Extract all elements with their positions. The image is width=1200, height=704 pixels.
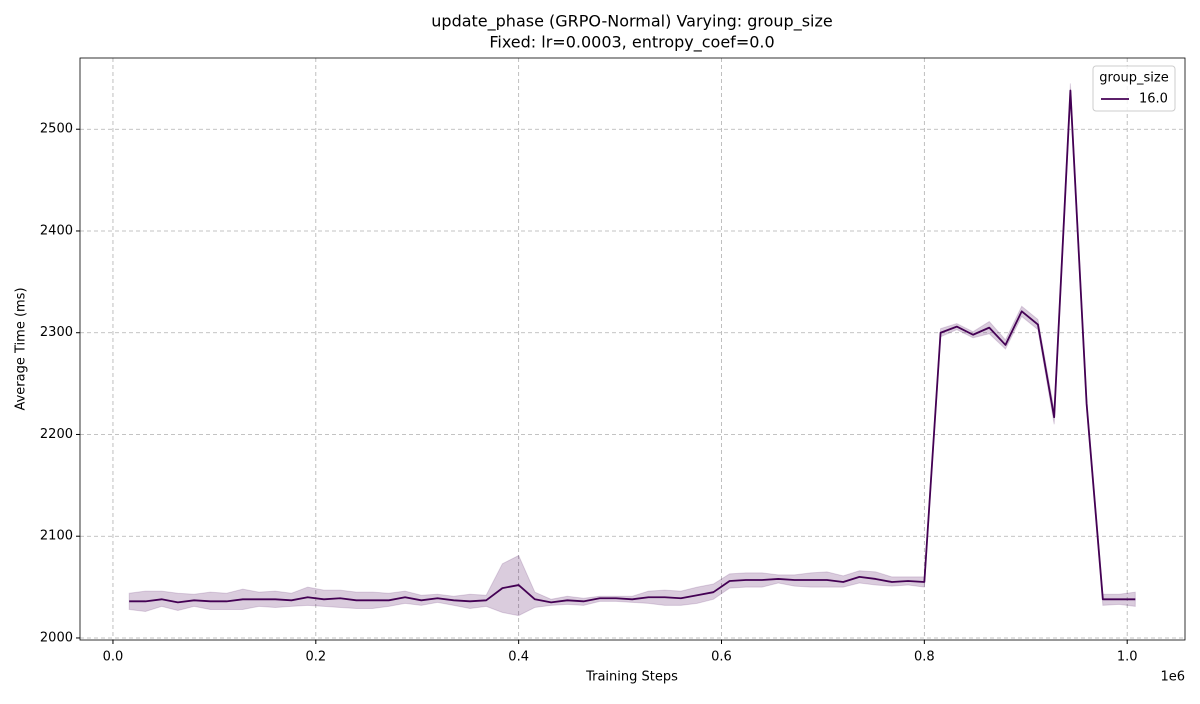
y-tick-label: 2400 (40, 223, 73, 238)
line (129, 89, 1136, 604)
y-axis-label: Average Time (ms) (14, 287, 29, 410)
plot-frame (79, 57, 1186, 641)
x-tick-label: 0.4 (508, 650, 529, 665)
x-tick-label: 1.0 (1117, 650, 1138, 665)
confidence-band (128, 83, 1136, 617)
legend-title: group_size (1099, 71, 1168, 86)
y-tick-label: 2500 (40, 122, 73, 137)
x-tick-label: 0.0 (103, 650, 124, 665)
chart-title: update_phase (GRPO-Normal) Varying: grou… (431, 12, 832, 32)
legend-label: 16.0 (1139, 92, 1168, 107)
chart-subtitle: Fixed: lr=0.0003, entropy_coef=0.0 (489, 33, 774, 53)
x-tick-label: 0.2 (305, 650, 326, 665)
x-offset-label: 1e6 (1160, 670, 1185, 685)
x-tick-label: 0.8 (914, 650, 935, 665)
y-tick-label: 2100 (40, 529, 73, 544)
y-tick-label: 2000 (40, 630, 73, 645)
x-axis-label: Training Steps (585, 670, 678, 685)
x-tick-label: 0.6 (711, 650, 732, 665)
y-tick-label: 2200 (40, 427, 73, 442)
y-tick-label: 2300 (40, 325, 73, 340)
